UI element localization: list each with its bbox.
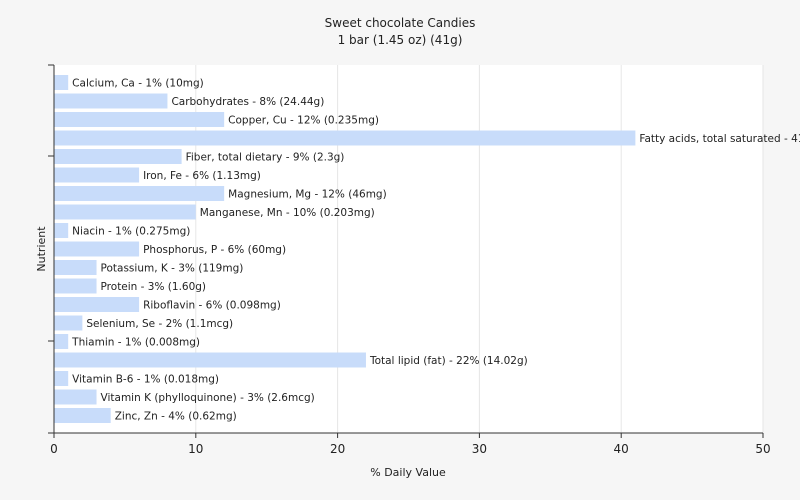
- bar: [54, 297, 140, 312]
- bar: [54, 93, 168, 109]
- bar-label: Total lipid (fat) - 22% (14.02g): [369, 355, 528, 367]
- bar-label: Carbohydrates - 8% (24.44g): [171, 96, 324, 108]
- bar: [54, 260, 97, 275]
- bar-label: Potassium, K - 3% (119mg): [101, 263, 244, 275]
- y-axis-label: Nutrient: [35, 226, 48, 272]
- x-tick-label: 50: [755, 442, 770, 456]
- bar-label: Magnesium, Mg - 12% (46mg): [228, 189, 387, 201]
- bar-labels: Calcium, Ca - 1% (10mg) Carbohydrates - 8…: [71, 78, 800, 423]
- bar: [54, 315, 83, 331]
- chart-title: Sweet chocolate Candies: [325, 16, 476, 30]
- bar-label: Thiamin - 1% (0.008mg): [71, 337, 200, 349]
- bar-label: Vitamin K (phylloquinone) - 3% (2.6mcg): [101, 392, 315, 404]
- bar: [54, 389, 97, 405]
- bar-label: Zinc, Zn - 4% (0.62mg): [115, 411, 237, 423]
- bar: [54, 408, 111, 423]
- bar-label: Niacin - 1% (0.275mg): [72, 226, 190, 238]
- x-tick-label: 0: [50, 442, 58, 456]
- bar: [54, 167, 140, 183]
- x-tick-label: 20: [330, 442, 345, 456]
- bar: [54, 204, 196, 220]
- chart-subtitle: 1 bar (1.45 oz) (41g): [338, 33, 463, 47]
- bar-label: Copper, Cu - 12% (0.235mg): [228, 115, 379, 127]
- bar: [54, 278, 97, 294]
- bar: [54, 241, 140, 257]
- bar: [54, 186, 225, 201]
- x-tick-label: 30: [472, 442, 487, 456]
- bar-label: Manganese, Mn - 10% (0.203mg): [200, 207, 375, 219]
- bar-label: Selenium, Se - 2% (1.1mcg): [86, 318, 233, 330]
- bar: [54, 371, 69, 386]
- x-axis-ticks: 0 10 20 30 40 50: [50, 433, 771, 456]
- bar: [54, 334, 69, 349]
- bar-label: Riboflavin - 6% (0.098mg): [143, 300, 281, 312]
- x-tick-label: 40: [614, 442, 629, 456]
- bar-label: Vitamin B-6 - 1% (0.018mg): [72, 374, 219, 386]
- bar: [54, 223, 69, 238]
- bar: [54, 112, 225, 127]
- y-axis-ticks: [48, 64, 54, 434]
- bar-label: Phosphorus, P - 6% (60mg): [143, 244, 286, 256]
- bar: [54, 130, 636, 146]
- bar-label: Fiber, total dietary - 9% (2.3g): [186, 152, 345, 164]
- bar: [54, 149, 182, 164]
- bar-label: Protein - 3% (1.60g): [101, 281, 207, 293]
- bar-label: Calcium, Ca - 1% (10mg): [72, 78, 204, 90]
- bar: [54, 75, 69, 90]
- bar-label: Fatty acids, total saturated - 41% (8.23…: [639, 133, 800, 145]
- bars: [54, 75, 636, 423]
- bar: [54, 352, 366, 368]
- bar-label: Iron, Fe - 6% (1.13mg): [143, 170, 261, 182]
- x-axis-label: % Daily Value: [370, 466, 446, 479]
- x-tick-label: 10: [188, 442, 203, 456]
